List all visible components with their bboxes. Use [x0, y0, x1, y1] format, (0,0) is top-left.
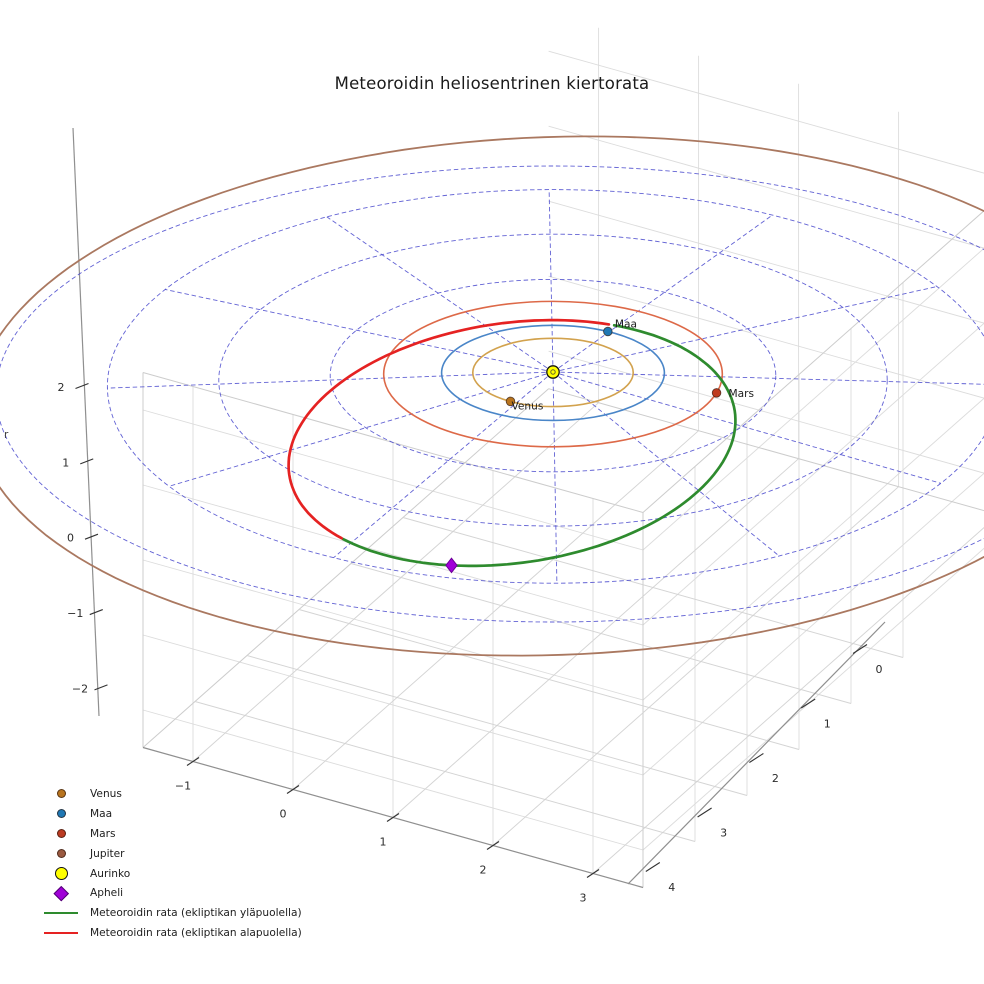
ecliptic-radial: [552, 214, 773, 373]
legend-item-label: Venus: [90, 787, 122, 800]
line-swatch-icon: [38, 932, 84, 935]
ecliptic-radial: [552, 371, 558, 584]
ecliptic-radial: [552, 371, 984, 385]
legend-item-label: Meteoroidin rata (ekliptikan yläpuolella…: [90, 907, 302, 920]
pane-grid: [142, 27, 984, 888]
ecliptic-radial: [165, 289, 554, 373]
dot-swatch-icon: [38, 789, 84, 799]
x-tick-label: 3: [580, 892, 587, 905]
z-tick-label: 1: [62, 456, 69, 469]
maa-label: Maa: [615, 319, 637, 331]
legend-item-2: Mars: [38, 824, 302, 844]
page-title: Meteoroidin heliosentrinen kiertorata: [334, 74, 650, 93]
ring-swatch-icon: [38, 867, 84, 880]
dot-swatch-icon: [38, 829, 84, 839]
maa-marker: [603, 326, 613, 337]
ecliptic-radial: [326, 216, 554, 373]
legend-item-6: Meteoroidin rata (ekliptikan yläpuolella…: [38, 903, 302, 923]
mars-marker: [711, 388, 722, 398]
orbits: [0, 135, 984, 657]
y-tick-label: 2: [772, 772, 779, 785]
meteoroid-below-ecliptic-path: [287, 318, 611, 540]
x-tick-label: 1: [380, 836, 387, 849]
legend-item-3: Jupiter: [38, 844, 302, 864]
z-tick-label: 2: [58, 381, 65, 394]
meteoroid-above-ecliptic-path: [341, 323, 737, 568]
ecliptic-radial: [552, 371, 780, 557]
legend-item-5: Apheli: [38, 883, 302, 903]
ecliptic-circle-5au: [0, 165, 984, 623]
legend-item-label: Apheli: [90, 887, 124, 900]
ecliptic-circle-3au: [218, 233, 888, 527]
venus-orbit-path: [471, 337, 635, 408]
y-tick-label: 4: [668, 881, 675, 894]
ecliptic-radial: [168, 371, 554, 487]
sun-core-icon: [550, 369, 556, 375]
dot-swatch-icon: [38, 809, 84, 819]
venus-label: Venus: [511, 400, 543, 412]
legend-item-1: Maa: [38, 804, 302, 824]
legend-item-0: Venus: [38, 784, 302, 804]
legend-item-label: Maa: [90, 807, 113, 820]
dot-swatch-icon: [38, 849, 84, 859]
z-tick-label: −1: [67, 607, 83, 620]
z-tick-label: −2: [72, 682, 88, 695]
z-axis-clipped-label: r: [4, 429, 9, 441]
meteoroid-orbit: [287, 318, 737, 568]
legend-item-7: Meteoroidin rata (ekliptikan alapuolella…: [38, 923, 302, 943]
legend-item-label: Aurinko: [90, 867, 131, 880]
ecliptic-radial: [548, 189, 554, 373]
mars-orbit-path: [382, 300, 724, 448]
line-swatch-icon: [38, 912, 84, 915]
legend-item-4: Aurinko: [38, 864, 302, 884]
ecliptic-radial: [107, 371, 554, 389]
ecliptic-radial: [552, 371, 941, 484]
x-tick-label: −1: [175, 780, 191, 793]
markers: Venus Maa Mars: [445, 319, 755, 574]
sun-marker: [546, 365, 560, 379]
ecliptic-circle-2au: [329, 278, 777, 473]
venus-marker: [505, 396, 516, 407]
legend-item-label: Meteoroidin rata (ekliptikan alapuolella…: [90, 927, 302, 940]
y-tick-label: 1: [824, 718, 831, 731]
aphelion-marker: [445, 557, 458, 574]
z-tick-label: 0: [67, 532, 74, 545]
legend-item-label: Jupiter: [90, 847, 125, 860]
y-tick-label: 0: [876, 663, 883, 676]
jupiter-orbit-path: [0, 135, 984, 657]
legend: Venus Maa Mars Jupiter Aurinko Apheli Meteoroi…: [38, 784, 302, 943]
x-tick-label: 2: [480, 864, 487, 877]
axes: −1 0 1 2 3 0 1 2 3 4 2 1 0 −1 −2: [58, 127, 886, 905]
ecliptic-circle-4au: [107, 189, 984, 584]
maa-orbit-path: [440, 324, 666, 422]
floor-grid: [192, 402, 984, 874]
diamond-swatch-icon: [38, 885, 84, 901]
mars-label: Mars: [729, 388, 755, 400]
x-tick-label: 0: [280, 808, 287, 821]
y-tick-label: 3: [720, 827, 727, 840]
legend-item-label: Mars: [90, 827, 116, 840]
